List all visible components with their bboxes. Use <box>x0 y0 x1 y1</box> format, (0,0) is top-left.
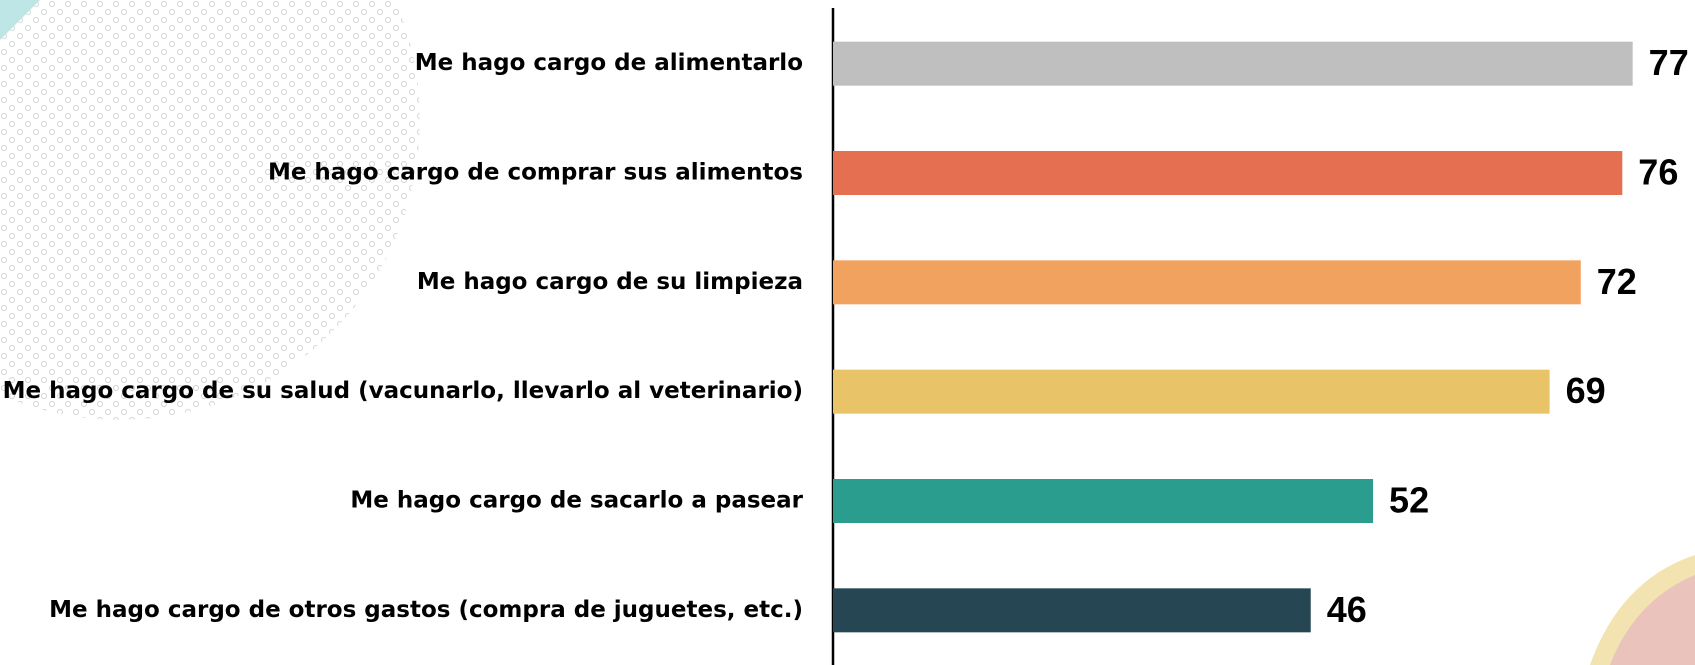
value-label: 72 <box>1597 261 1637 302</box>
category-label: Me hago cargo de su limpieza <box>417 269 803 295</box>
bar <box>833 151 1622 195</box>
bar <box>833 370 1550 414</box>
value-label: 77 <box>1649 42 1689 83</box>
category-label: Me hago cargo de su salud (vacunarlo, ll… <box>3 378 803 404</box>
value-label: 46 <box>1327 589 1367 630</box>
bar <box>833 260 1581 304</box>
bar <box>833 588 1311 632</box>
category-label: Me hago cargo de sacarlo a pasear <box>350 488 803 514</box>
bar <box>833 42 1633 86</box>
chart: Me hago cargo de alimentarlo 77 Me hago ca… <box>0 0 1695 665</box>
value-label: 52 <box>1389 480 1429 521</box>
category-label: Me hago cargo de comprar sus alimentos <box>268 160 803 186</box>
category-label: Me hago cargo de otros gastos (compra de… <box>49 597 803 623</box>
category-label: Me hago cargo de alimentarlo <box>415 50 803 76</box>
value-label: 69 <box>1566 370 1606 411</box>
bar <box>833 479 1373 523</box>
decoration <box>0 0 1695 665</box>
value-label: 76 <box>1638 152 1678 193</box>
